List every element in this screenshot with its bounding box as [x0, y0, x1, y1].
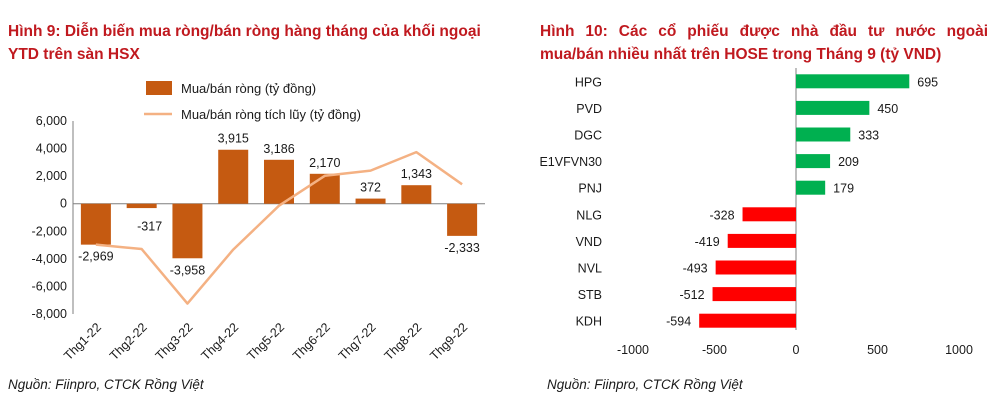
data-label: 209: [838, 155, 859, 169]
x-tick-label: Thg1-22: [61, 320, 104, 363]
bar: [80, 203, 111, 245]
data-label: 450: [877, 102, 898, 116]
data-label: -2,333: [444, 241, 479, 255]
y-tick-label: -2,000: [32, 224, 67, 238]
data-label: -493: [683, 262, 708, 276]
data-label: -419: [695, 235, 720, 249]
bar: [796, 100, 870, 115]
bar: [699, 313, 796, 328]
x-tick-label: -500: [702, 343, 727, 357]
y-tick-label: 0: [60, 197, 67, 211]
category-label: E1VFVN30: [539, 155, 602, 169]
right-source-note: Nguồn: Fiinpro, CTCK Rồng Việt: [547, 377, 743, 392]
x-tick-label: Thg2-22: [107, 320, 150, 363]
legend-bar-swatch: [146, 81, 172, 95]
data-label: -512: [680, 288, 705, 302]
x-tick-label: 0: [793, 343, 800, 357]
data-label: 372: [360, 181, 381, 195]
category-label: NVL: [578, 262, 602, 276]
bar: [264, 159, 294, 204]
bar: [712, 287, 796, 302]
bar: [309, 173, 340, 204]
bar: [796, 180, 826, 195]
net-buy-sell-chart: Mua/bán ròng (tỷ đồng) Mua/bán ròng tích …: [32, 81, 485, 363]
legend-line-label: Mua/bán ròng tích lũy (tỷ đồng): [181, 107, 361, 122]
data-label: -317: [137, 220, 162, 234]
x-tick-label: Thg8-22: [382, 320, 425, 363]
data-label: 3,186: [263, 142, 294, 156]
y-tick-label: 6,000: [36, 114, 67, 128]
x-tick-label: -1000: [617, 343, 649, 357]
top-stocks-chart: HPG 695 PVD 450 DGC 333 E1VFVN30 209 PNJ 179 NLG -3…: [539, 68, 973, 357]
category-label: VND: [576, 235, 602, 249]
data-label: 179: [833, 182, 854, 196]
x-tick-label: 1000: [945, 343, 973, 357]
category-label: NLG: [576, 208, 602, 222]
bar: [715, 260, 796, 275]
category-label: PVD: [576, 102, 602, 116]
bar: [796, 127, 851, 142]
x-tick-label: Thg3-22: [153, 320, 196, 363]
data-label: 3,915: [218, 132, 249, 146]
bar: [727, 233, 796, 248]
data-label: -594: [666, 315, 691, 329]
x-tick-label: 500: [867, 343, 888, 357]
x-tick-label: Thg9-22: [427, 320, 470, 363]
x-tick-label: Thg4-22: [199, 320, 242, 363]
category-label: HPG: [575, 75, 602, 89]
x-tick-label: Thg6-22: [290, 320, 333, 363]
bar: [172, 203, 203, 259]
category-label: PNJ: [578, 182, 602, 196]
cumulative-line: [95, 150, 463, 305]
data-label: -328: [710, 208, 735, 222]
category-label: KDH: [576, 315, 602, 329]
y-tick-label: -4,000: [32, 252, 67, 266]
data-label: 2,170: [309, 156, 340, 170]
data-label: -2,969: [78, 250, 113, 264]
bar: [796, 74, 910, 89]
category-label: DGC: [574, 129, 602, 143]
bar: [796, 154, 831, 169]
category-label: STB: [578, 288, 602, 302]
left-figure-title: Hình 9: Diễn biến mua ròng/bán ròng hàng…: [8, 23, 481, 63]
right-figure-panel: Hình 10: Các cổ phiếu được nhà đầu tư nư…: [500, 0, 1000, 414]
x-tick-label: Thg7-22: [336, 320, 379, 363]
y-tick-label: 4,000: [36, 142, 67, 156]
bar: [447, 203, 478, 236]
left-figure-panel: Hình 9: Diễn biến mua ròng/bán ròng hàng…: [8, 23, 485, 392]
x-tick-label: Thg5-22: [244, 320, 287, 363]
y-tick-label: -8,000: [32, 307, 67, 321]
bar: [355, 198, 386, 204]
y-tick-label: -6,000: [32, 279, 67, 293]
left-source-note: Nguồn: Fiinpro, CTCK Rồng Việt: [8, 377, 204, 392]
bar: [126, 203, 157, 209]
data-label: 1,343: [401, 167, 432, 181]
bar: [742, 207, 796, 222]
data-label: 333: [858, 129, 879, 143]
bar: [401, 185, 432, 204]
data-label: 695: [917, 75, 938, 89]
bar: [218, 149, 249, 204]
y-tick-label: 2,000: [36, 169, 67, 183]
legend-bar-label: Mua/bán ròng (tỷ đồng): [181, 81, 316, 96]
data-label: -3,958: [170, 263, 205, 277]
right-figure-title: Hình 10: Các cổ phiếu được nhà đầu tư nư…: [540, 23, 988, 63]
